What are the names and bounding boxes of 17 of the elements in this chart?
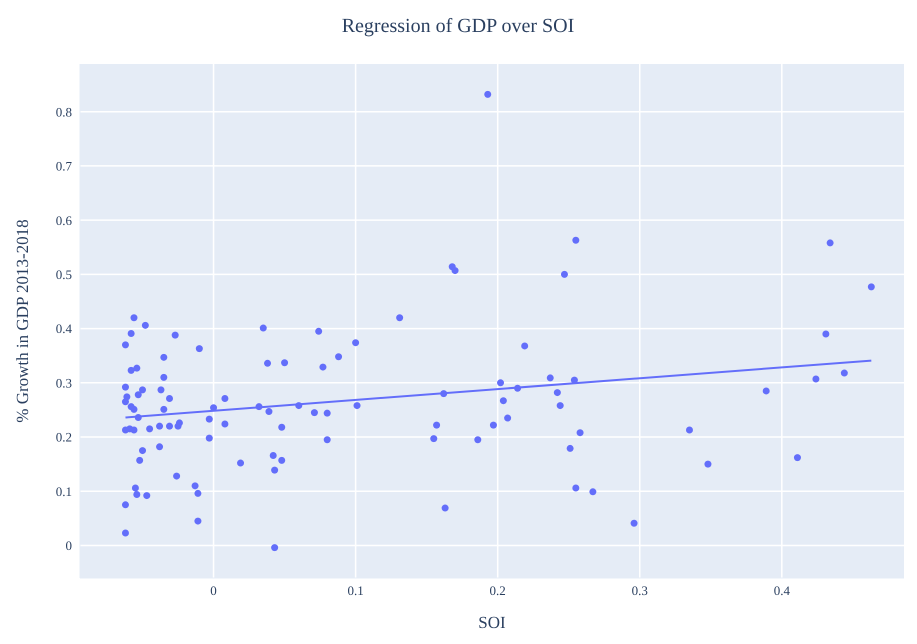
chart-title: Regression of GDP over SOI (340, 14, 576, 39)
y-tick-label: 0.1 (56, 484, 72, 499)
y-tick-label: 0.4 (56, 321, 72, 336)
y-tick-label: 0.3 (56, 375, 72, 390)
y-tick-label: 0.7 (56, 158, 72, 174)
y-tick-label: 0.6 (56, 212, 72, 228)
x-tick-label: 0.3 (632, 583, 648, 598)
y-tick-label: 0.5 (56, 266, 72, 282)
x-tick-label: 0.1 (347, 583, 364, 598)
y-tick-label: 0.2 (56, 430, 72, 445)
x-tick-label: 0.4 (774, 583, 790, 598)
y-axis-title: % Growth in GDP 2013-2018 (13, 219, 32, 423)
y-tick-label: 0 (66, 538, 72, 554)
y-tick-label: 0.8 (56, 104, 72, 120)
x-axis-title: SOI (478, 613, 506, 632)
x-tick-label: 0 (210, 583, 217, 598)
x-tick-label: 0.2 (490, 583, 506, 598)
